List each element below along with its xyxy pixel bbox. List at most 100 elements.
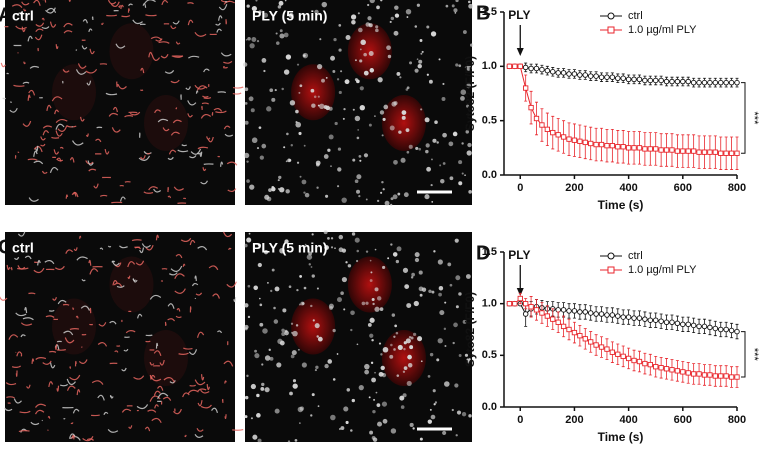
vesicle: [451, 4, 455, 8]
vesicle: [368, 51, 374, 57]
vesicle: [401, 115, 406, 120]
vesicle: [304, 243, 307, 246]
mitochondria: [27, 94, 31, 101]
vesicle: [393, 335, 396, 338]
mitochondria: [57, 299, 67, 305]
vesicle: [304, 192, 310, 198]
vesicle: [314, 323, 320, 329]
vesicle: [432, 389, 436, 393]
marker: [577, 72, 583, 78]
vesicle: [251, 5, 258, 12]
marker: [707, 372, 713, 378]
mitochondria: [215, 22, 221, 26]
mitochondria: [224, 133, 234, 137]
mitochondria: [40, 143, 46, 147]
vesicle: [361, 301, 366, 306]
x-tick-label: 800: [728, 182, 746, 194]
marker: [577, 138, 583, 144]
mitochondria: [124, 181, 131, 183]
mitochondria: [56, 157, 62, 162]
vesicle: [407, 362, 413, 368]
vesicle: [277, 5, 282, 9]
vesicle: [404, 284, 410, 290]
vesicle: [253, 285, 259, 291]
marker: [528, 304, 534, 310]
mitochondria: [88, 168, 97, 172]
mitochondria: [169, 272, 178, 276]
vesicle: [455, 63, 459, 67]
vesicle: [358, 154, 362, 158]
vesicle: [382, 117, 386, 121]
vesicle: [363, 52, 367, 57]
vesicle: [387, 54, 392, 59]
mitochondria: [69, 366, 72, 369]
marker: [582, 139, 588, 146]
vesicle: [281, 87, 284, 91]
panel-label: B: [476, 2, 490, 24]
mitochondria: [180, 237, 192, 243]
mitochondria: [42, 360, 52, 365]
vesicle: [364, 369, 370, 375]
micrograph: ctrl: [0, 0, 244, 205]
mitochondria: [187, 389, 199, 395]
vesicle: [393, 159, 398, 165]
vesicle: [455, 434, 458, 437]
vesicle: [461, 172, 464, 175]
mitochondria: [176, 308, 181, 312]
vesicle: [301, 362, 307, 368]
marker: [701, 79, 708, 86]
mitochondria: [62, 303, 70, 306]
vesicle: [373, 398, 376, 401]
vesicle: [406, 16, 409, 18]
vesicle: [429, 408, 432, 411]
vesicle: [287, 158, 291, 163]
mitochondria: [118, 4, 121, 8]
marker: [609, 312, 616, 318]
vesicle: [259, 322, 264, 327]
vesicle: [269, 88, 274, 93]
vesicle: [289, 100, 296, 106]
vesicle: [365, 250, 369, 253]
mitochondria: [76, 256, 88, 261]
vesicle: [367, 3, 370, 7]
vesicle: [285, 54, 292, 60]
marker: [728, 374, 735, 380]
vesicle: [296, 161, 300, 164]
mitochondria: [66, 124, 77, 128]
mitochondria: [40, 136, 46, 141]
vesicle: [455, 305, 459, 309]
vesicle: [375, 28, 379, 33]
mitochondria: [45, 7, 56, 14]
marker: [717, 326, 724, 333]
image-caption: PLY (5 min): [252, 240, 327, 256]
vesicle: [356, 174, 362, 180]
marker: [609, 74, 616, 80]
mitochondria: [160, 53, 169, 59]
mitochondria: [124, 115, 134, 118]
vesicle: [268, 348, 271, 351]
vesicle: [354, 237, 360, 243]
vesicle: [356, 249, 360, 253]
vesicle: [466, 104, 470, 108]
vesicle: [427, 375, 431, 378]
vesicle: [275, 41, 280, 45]
mitochondria: [81, 45, 88, 50]
vesicle: [263, 250, 269, 255]
mitochondria: [157, 118, 169, 123]
marker: [707, 324, 713, 331]
vesicle: [460, 89, 467, 95]
cell-nucleus: [144, 95, 188, 151]
vesicle: [369, 430, 374, 435]
mitochondria: [162, 396, 172, 401]
marker: [522, 311, 529, 317]
marker: [512, 63, 518, 69]
mitochondria: [69, 328, 80, 331]
mitochondria: [174, 273, 185, 280]
mitochondria: [54, 265, 65, 270]
mitochondria: [15, 25, 27, 30]
mitochondria: [128, 3, 133, 7]
mitochondria: [115, 43, 126, 49]
vesicle: [246, 160, 249, 163]
vesicle: [405, 128, 410, 133]
vesicle: [354, 179, 359, 184]
